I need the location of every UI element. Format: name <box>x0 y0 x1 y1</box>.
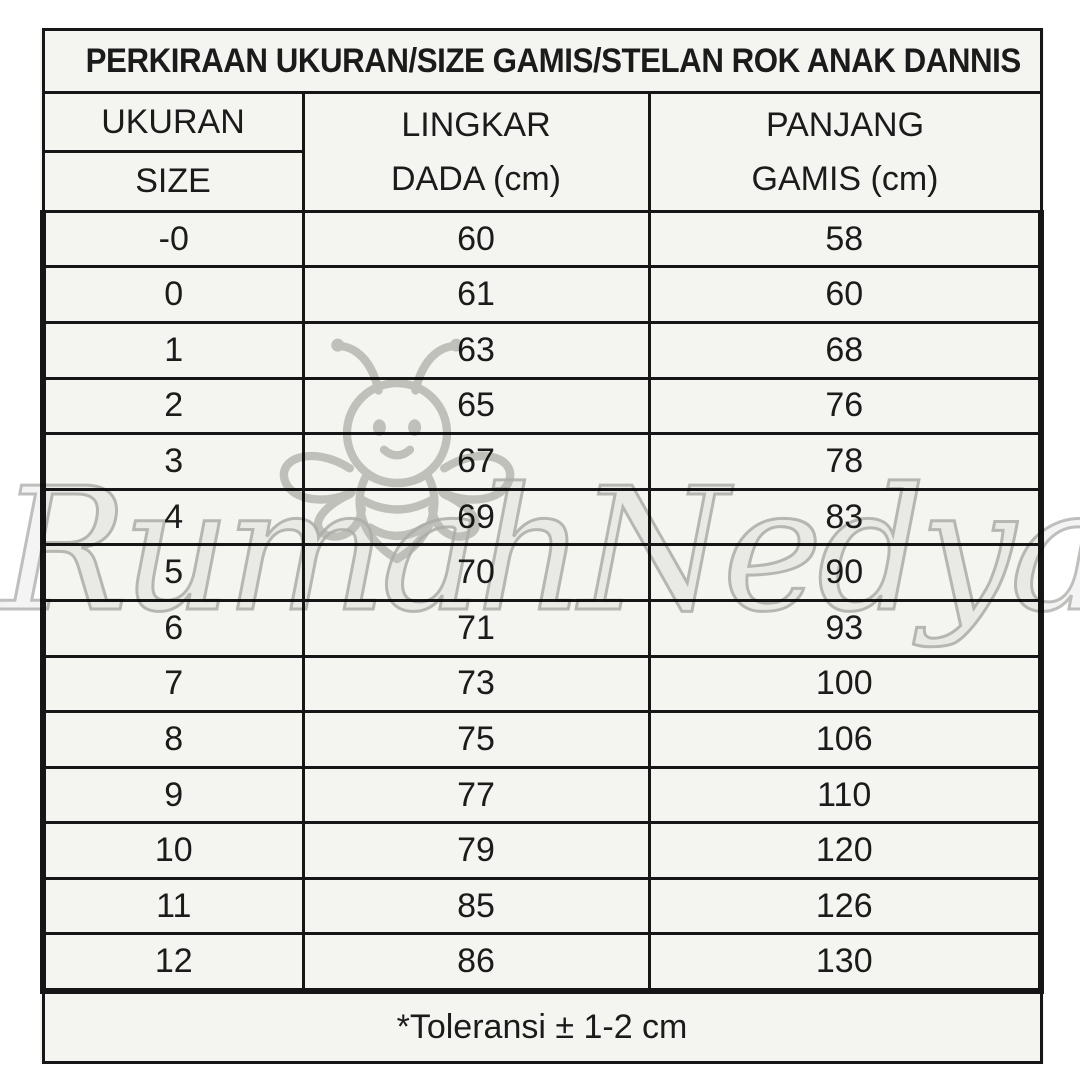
chest-cell: 86 <box>301 932 651 995</box>
table-row: 0 61 60 <box>40 265 1044 324</box>
size-table: PERKIRAAN UKURAN/SIZE GAMIS/STELAN ROK A… <box>40 27 1044 1065</box>
header-row-top: UKURAN LINGKAR DADA (cm) PANJANG GAMIS (… <box>41 91 1043 213</box>
header-panjang-gamis: PANJANG GAMIS (cm) <box>647 91 1043 213</box>
chest-cell: 63 <box>301 320 651 380</box>
chest-cell: 77 <box>301 765 651 825</box>
table-row: 3 67 78 <box>40 432 1044 491</box>
table-row: 1 63 68 <box>40 320 1044 380</box>
header-lingkar-line2: DADA (cm) <box>391 159 561 198</box>
size-cell: 10 <box>40 821 305 880</box>
size-chart-table: PERKIRAAN UKURAN/SIZE GAMIS/STELAN ROK A… <box>40 27 1044 1065</box>
chest-cell: 67 <box>301 432 651 491</box>
table-row: 11 85 126 <box>40 876 1044 936</box>
length-cell: 120 <box>647 821 1044 880</box>
title-row: PERKIRAAN UKURAN/SIZE GAMIS/STELAN ROK A… <box>41 27 1043 95</box>
table-row: 2 65 76 <box>40 376 1044 436</box>
size-cell: 3 <box>40 432 305 491</box>
length-cell: 90 <box>647 543 1044 602</box>
header-ukuran: UKURAN <box>41 91 305 154</box>
length-cell: 106 <box>647 710 1044 769</box>
chest-cell: 60 <box>301 209 651 269</box>
chest-cell: 70 <box>301 543 651 602</box>
length-cell: 130 <box>647 932 1044 995</box>
size-cell: 0 <box>40 265 305 324</box>
size-cell: -0 <box>40 209 305 269</box>
table-row: -0 60 58 <box>40 209 1044 269</box>
chest-cell: 85 <box>301 876 651 936</box>
chest-cell: 73 <box>301 654 651 714</box>
chest-cell: 75 <box>301 710 651 769</box>
table-row: 8 75 106 <box>40 710 1044 769</box>
size-cell: 1 <box>40 320 305 380</box>
length-cell: 76 <box>647 376 1044 436</box>
size-cell: 9 <box>40 765 305 825</box>
size-cell: 2 <box>40 376 305 436</box>
table-row: 9 77 110 <box>40 765 1044 825</box>
length-cell: 93 <box>647 598 1044 658</box>
table-row: 4 69 83 <box>40 487 1044 547</box>
table-title-text: PERKIRAAN UKURAN/SIZE GAMIS/STELAN ROK A… <box>85 41 1021 80</box>
header-panjang-line1: PANJANG <box>765 105 925 144</box>
length-cell: 60 <box>647 265 1044 324</box>
size-cell: 12 <box>40 932 305 995</box>
size-cell: 7 <box>40 654 305 714</box>
footer-row: *Toleransi ± 1-2 cm <box>41 989 1043 1065</box>
chest-cell: 61 <box>301 265 651 324</box>
length-cell: 110 <box>647 765 1044 825</box>
length-cell: 58 <box>647 209 1044 269</box>
header-lingkar-dada: LINGKAR DADA (cm) <box>301 91 651 213</box>
size-cell: 4 <box>40 487 305 547</box>
length-cell: 126 <box>647 876 1044 936</box>
header-row-bottom: SIZE <box>41 150 1041 213</box>
header-lingkar-line1: LINGKAR <box>401 105 551 144</box>
chest-cell: 79 <box>301 821 651 880</box>
size-cell: 6 <box>40 598 305 658</box>
size-cell: 5 <box>40 543 305 602</box>
chest-cell: 65 <box>301 376 651 436</box>
length-cell: 78 <box>647 432 1044 491</box>
table-row: 5 70 90 <box>40 543 1044 602</box>
table-title: PERKIRAAN UKURAN/SIZE GAMIS/STELAN ROK A… <box>41 27 1043 95</box>
size-cell: 8 <box>40 710 305 769</box>
length-cell: 68 <box>647 320 1044 380</box>
size-cell: 11 <box>40 876 305 936</box>
header-size: SIZE <box>41 150 305 213</box>
chest-cell: 69 <box>301 487 651 547</box>
length-cell: 83 <box>647 487 1044 547</box>
tolerance-note: *Toleransi ± 1-2 cm <box>41 989 1043 1065</box>
length-cell: 100 <box>647 654 1044 714</box>
table-row: 12 86 130 <box>40 932 1044 995</box>
table-row: 6 71 93 <box>40 598 1044 658</box>
header-panjang-line2: GAMIS (cm) <box>751 159 939 198</box>
chest-cell: 71 <box>301 598 651 658</box>
table-row: 7 73 100 <box>40 654 1044 714</box>
table-row: 10 79 120 <box>40 821 1044 880</box>
